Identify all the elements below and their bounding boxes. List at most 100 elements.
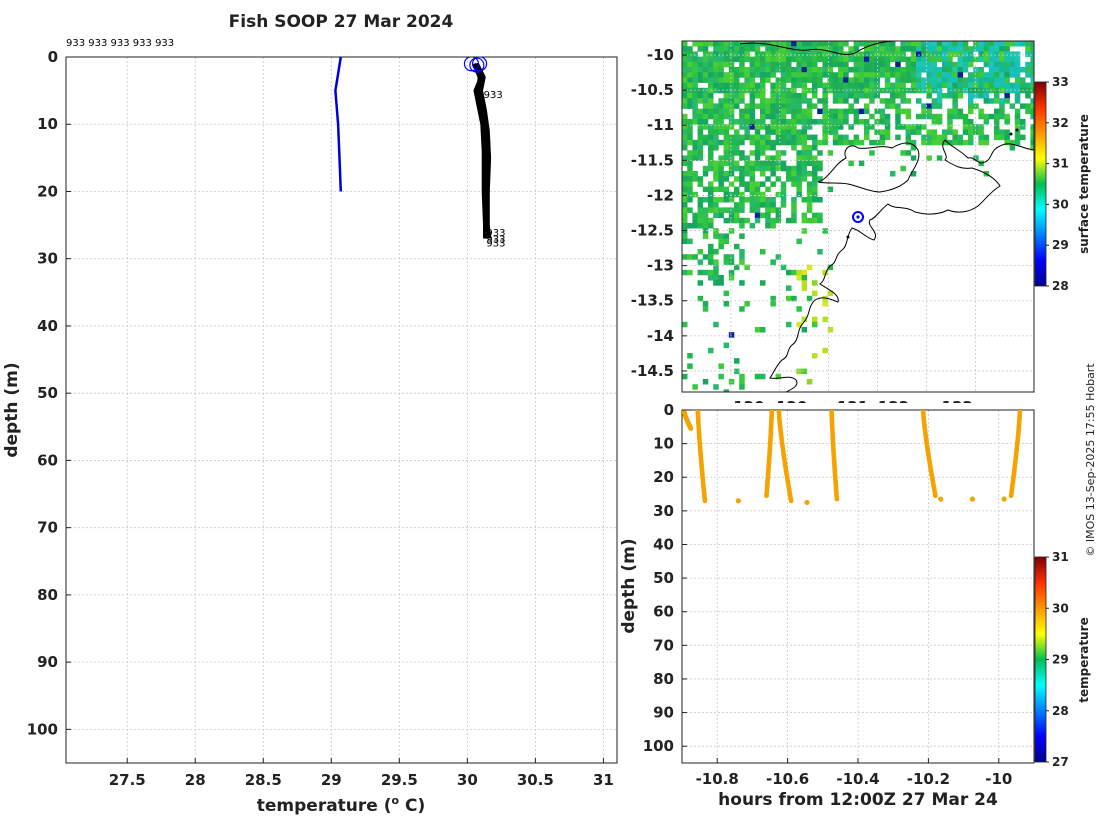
sst-cell — [796, 108, 802, 115]
sst-cell — [926, 103, 932, 109]
sst-cell — [921, 124, 927, 130]
sst-cell — [962, 46, 969, 52]
sst-cell — [739, 233, 745, 239]
sst-cell — [708, 145, 714, 151]
island-dot — [846, 235, 850, 239]
sst-cell — [786, 93, 792, 99]
sst-cell — [734, 368, 740, 375]
sst-cell — [947, 46, 953, 52]
sst-cell — [775, 61, 782, 68]
sst-cell — [692, 72, 698, 78]
sst-cell — [812, 212, 818, 219]
sst-cell — [812, 82, 818, 89]
sst-cell — [895, 119, 901, 125]
sst-cell — [848, 124, 854, 130]
sst-cell — [952, 61, 958, 68]
sst-cell — [1004, 46, 1010, 52]
sst-cell — [853, 134, 860, 141]
sst-cell — [994, 67, 1000, 73]
sst-cell — [1004, 87, 1010, 94]
sst-cell — [801, 51, 808, 57]
sst-cell — [931, 46, 938, 52]
map-colorbar-tick-label: 29 — [1052, 238, 1069, 252]
sst-cell — [697, 217, 704, 224]
sst-cell — [973, 155, 979, 161]
sst-cell — [682, 82, 688, 89]
sst-cell — [744, 155, 750, 161]
sst-cell — [796, 171, 802, 177]
sst-cell — [983, 134, 990, 141]
sst-cell — [858, 61, 865, 68]
sst-cell — [978, 72, 984, 78]
sst-cell — [895, 124, 901, 130]
sst-cell — [702, 72, 709, 78]
sst-cell — [884, 119, 891, 125]
sst-cell — [983, 77, 990, 83]
sst-cell — [838, 134, 844, 141]
sst-cell — [687, 176, 693, 182]
sst-cell — [796, 155, 802, 161]
sst-cell — [739, 259, 745, 265]
sst-cell — [692, 139, 698, 146]
sst-cell — [744, 119, 750, 125]
sst-cell — [713, 82, 719, 89]
sst-cell — [1030, 41, 1034, 47]
sst-cell — [682, 197, 688, 203]
sst-cell — [780, 113, 787, 120]
sst-cell — [890, 171, 896, 177]
sst-cell — [1020, 119, 1026, 125]
sst-cell — [858, 119, 865, 125]
sst-cell — [864, 67, 870, 73]
sst-cell — [1030, 51, 1034, 57]
sst-cell — [978, 82, 984, 89]
sst-cell — [718, 176, 724, 182]
sst-cell — [780, 197, 787, 203]
sst-cell — [687, 56, 693, 63]
sst-cell — [988, 61, 995, 68]
sst-cell — [936, 82, 943, 89]
sst-cell — [708, 61, 714, 68]
sst-cell — [692, 155, 698, 161]
sst-cell — [723, 238, 730, 245]
sst-cell — [697, 155, 704, 161]
sst-cell — [770, 160, 776, 167]
sst-cell — [713, 113, 719, 120]
sst-cell — [1020, 67, 1026, 73]
sst-cell — [697, 150, 704, 156]
sst-cell — [697, 119, 704, 125]
sst-cell — [692, 254, 698, 260]
sst-cell — [900, 93, 906, 99]
sst-cell — [874, 93, 880, 99]
sst-cell — [760, 191, 766, 198]
sst-cell — [952, 46, 958, 52]
vessel-position-dot — [856, 215, 860, 219]
sst-cell — [749, 197, 756, 203]
sst-cell — [936, 155, 943, 161]
sst-cell — [916, 129, 922, 135]
sst-cell — [765, 129, 771, 135]
sst-cell — [796, 306, 802, 312]
sst-cell — [947, 67, 953, 73]
sst-cell — [999, 103, 1005, 109]
sst-cell — [760, 67, 766, 73]
sst-cell — [957, 56, 964, 63]
sst-cell — [749, 108, 756, 115]
sst-cell — [682, 212, 688, 219]
sst-cell — [864, 103, 870, 109]
sst-cell — [739, 56, 745, 63]
sst-cell — [713, 207, 719, 213]
sst-cell — [775, 191, 782, 198]
sst-cell — [838, 93, 844, 99]
sst-cell — [687, 77, 693, 83]
sst-cell — [1004, 113, 1010, 120]
sst-cell — [682, 67, 688, 73]
sst-cell — [723, 197, 730, 203]
sst-cell — [978, 77, 984, 83]
sst-cell — [827, 56, 834, 63]
sst-cell — [775, 165, 782, 172]
sst-cell — [838, 98, 844, 104]
sst-cell — [936, 134, 943, 141]
timeseries-x-tick-label: -10.6 — [766, 770, 809, 788]
sst-cell — [780, 51, 787, 57]
sst-cell — [843, 61, 849, 68]
